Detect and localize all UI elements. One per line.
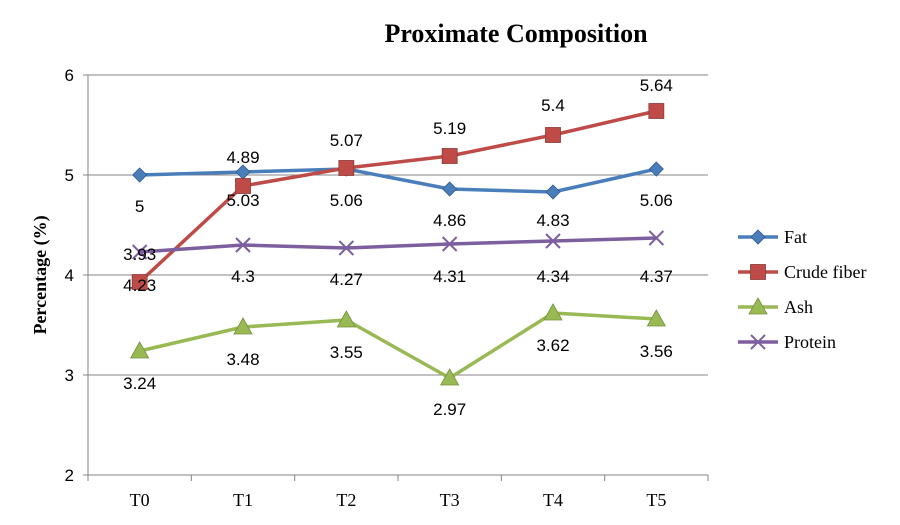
- data-point: [336, 310, 357, 328]
- data-point: [338, 240, 355, 256]
- data-label: 4.37: [640, 267, 673, 286]
- data-point: [233, 317, 253, 335]
- legend-marker: [750, 264, 766, 280]
- data-label: 2.97: [433, 400, 466, 419]
- series-line: [139, 167, 657, 194]
- data-point: [646, 309, 667, 327]
- data-label: 4.3: [231, 267, 255, 286]
- legend-entry-fat: Fat: [738, 227, 807, 247]
- series-crude-fiber: [131, 103, 665, 290]
- data-point: [545, 127, 561, 143]
- legend-entry-crude-fiber: Crude fiber: [738, 262, 866, 282]
- data-label: 3.93: [123, 245, 156, 264]
- data-point: [235, 178, 251, 194]
- axes: 2 3 4 5 6 T0 T1 T2 T3 T4 T5: [65, 66, 709, 510]
- legend-marker: [748, 297, 768, 315]
- series-group: [129, 103, 667, 386]
- data-label: 4.83: [536, 211, 569, 230]
- data-point: [235, 164, 251, 180]
- legend-label: Fat: [784, 227, 807, 247]
- legend-label: Protein: [784, 332, 836, 352]
- data-label: 3.56: [640, 342, 673, 361]
- x-tick-label: T3: [440, 490, 460, 510]
- legend-label: Crude fiber: [784, 262, 866, 282]
- y-tick-label: 4: [65, 266, 74, 285]
- marker-stroke: [338, 240, 355, 256]
- y-tick-label: 2: [65, 466, 74, 485]
- x-tick-label: T5: [646, 490, 666, 510]
- series-fat: [132, 161, 664, 200]
- marker-stroke: [750, 334, 766, 350]
- data-label: 3.62: [536, 336, 569, 355]
- data-point: [442, 181, 458, 197]
- data-point: [132, 167, 148, 183]
- data-point: [543, 303, 563, 321]
- data-label: 5: [135, 197, 144, 216]
- data-point: [545, 184, 561, 200]
- data-label: 3.48: [226, 350, 259, 369]
- legend-label: Ash: [784, 297, 813, 317]
- data-label: 5.07: [330, 131, 363, 150]
- y-tick-label: 5: [65, 166, 74, 185]
- legend-entry-protein: Protein: [738, 332, 836, 352]
- data-point: [131, 274, 148, 290]
- data-label: 5.4: [541, 96, 565, 115]
- marker-stroke: [131, 244, 148, 260]
- y-tick-label: 6: [65, 66, 74, 85]
- data-label: 3.24: [123, 374, 156, 393]
- series-protein: [131, 230, 665, 260]
- data-label: 4.31: [433, 267, 466, 286]
- data-label: 5.06: [640, 191, 673, 210]
- data-point: [129, 341, 150, 359]
- y-tick-label: 3: [65, 366, 74, 385]
- data-labels: 5 5.03 5.06 4.86 4.83 5.06 3.93 4.89 5.07 5.19 5.4…: [123, 76, 673, 419]
- data-point: [235, 237, 251, 253]
- data-label: 5.64: [640, 76, 673, 95]
- data-label: 4.27: [330, 270, 363, 289]
- data-point: [439, 368, 460, 386]
- series-line: [139, 311, 657, 380]
- data-point: [648, 230, 665, 246]
- data-label: 4.34: [536, 267, 569, 286]
- data-point: [441, 236, 458, 252]
- data-point: [648, 161, 664, 177]
- x-tick-label: T4: [543, 490, 563, 510]
- data-label: 5.06: [330, 191, 363, 210]
- data-label: 4.86: [433, 211, 466, 230]
- data-label: 3.55: [330, 343, 363, 362]
- marker-stroke: [235, 237, 251, 253]
- x-tick-label: T1: [233, 490, 253, 510]
- series-ash: [129, 303, 667, 386]
- x-tick-label: T2: [336, 490, 356, 510]
- legend: Fat Crude fiber Ash Protein: [738, 227, 866, 352]
- data-point: [648, 103, 665, 119]
- x-tick-label: T0: [130, 490, 150, 510]
- legend-entry-ash: Ash: [738, 297, 813, 317]
- y-axis-label: Percentage (%): [30, 215, 51, 334]
- data-point: [338, 160, 355, 176]
- data-label: 5.19: [433, 119, 466, 138]
- marker-stroke: [545, 233, 561, 249]
- marker-stroke: [648, 230, 665, 246]
- chart-title: Proximate Composition: [384, 19, 648, 48]
- data-point: [441, 148, 458, 164]
- data-point: [545, 233, 561, 249]
- data-point: [131, 244, 148, 260]
- data-label: 4.89: [226, 148, 259, 167]
- marker-stroke: [441, 236, 458, 252]
- data-label: 5.03: [226, 191, 259, 210]
- series-line: [139, 236, 657, 254]
- series-line: [138, 109, 657, 284]
- data-label: 4.23: [123, 276, 156, 295]
- legend-marker: [750, 334, 766, 350]
- legend-marker: [750, 229, 766, 245]
